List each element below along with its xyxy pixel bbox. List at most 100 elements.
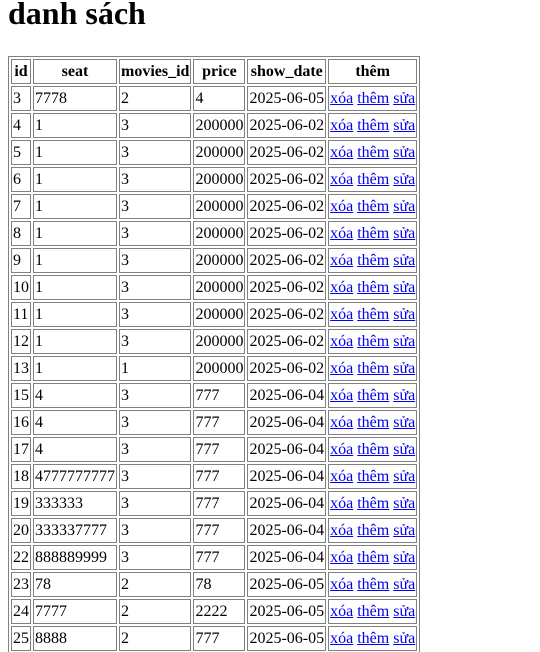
delete-link[interactable]: xóa <box>330 90 354 107</box>
table-row: 12 1 3 200000 2025-06-02 xóa thêm sửa <box>11 329 418 354</box>
add-link[interactable]: thêm <box>357 360 390 377</box>
cell-id: 7 <box>11 194 31 219</box>
add-link[interactable]: thêm <box>357 225 390 242</box>
edit-link[interactable]: sửa <box>393 603 416 620</box>
add-link[interactable]: thêm <box>357 414 390 431</box>
delete-link[interactable]: xóa <box>330 144 354 161</box>
edit-link[interactable]: sửa <box>393 441 416 458</box>
delete-link[interactable]: xóa <box>330 549 354 566</box>
edit-link[interactable]: sửa <box>393 576 416 593</box>
column-header-id: id <box>11 59 31 84</box>
edit-link[interactable]: sửa <box>393 252 416 269</box>
delete-link[interactable]: xóa <box>330 414 354 431</box>
edit-link[interactable]: sửa <box>393 360 416 377</box>
delete-link[interactable]: xóa <box>330 333 354 350</box>
cell-id: 9 <box>11 248 31 273</box>
edit-link[interactable]: sửa <box>393 171 416 188</box>
edit-link[interactable]: sửa <box>393 387 416 404</box>
delete-link[interactable]: xóa <box>330 198 354 215</box>
edit-link[interactable]: sửa <box>393 198 416 215</box>
edit-link[interactable]: sửa <box>393 306 416 323</box>
cell-price: 777 <box>193 626 246 651</box>
delete-link[interactable]: xóa <box>330 306 354 323</box>
delete-link[interactable]: xóa <box>330 468 354 485</box>
add-link[interactable]: thêm <box>357 603 390 620</box>
cell-price: 200000 <box>193 194 246 219</box>
edit-link[interactable]: sửa <box>393 630 416 647</box>
add-link[interactable]: thêm <box>357 468 390 485</box>
add-link[interactable]: thêm <box>357 144 390 161</box>
add-link[interactable]: thêm <box>357 171 390 188</box>
edit-link[interactable]: sửa <box>393 117 416 134</box>
cell-seat: 333337777 <box>33 518 117 543</box>
add-link[interactable]: thêm <box>357 333 390 350</box>
add-link[interactable]: thêm <box>357 252 390 269</box>
add-link[interactable]: thêm <box>357 441 390 458</box>
add-link[interactable]: thêm <box>357 576 390 593</box>
cell-price: 200000 <box>193 356 246 381</box>
cell-seat: 1 <box>33 248 117 273</box>
cell-movies-id: 3 <box>119 545 192 570</box>
edit-link[interactable]: sửa <box>393 333 416 350</box>
add-link[interactable]: thêm <box>357 117 390 134</box>
edit-link[interactable]: sửa <box>393 90 416 107</box>
cell-id: 6 <box>11 167 31 192</box>
delete-link[interactable]: xóa <box>330 495 354 512</box>
cell-show-date: 2025-06-04 <box>247 545 327 570</box>
cell-actions: xóa thêm sửa <box>328 626 418 651</box>
cell-id: 15 <box>11 383 31 408</box>
delete-link[interactable]: xóa <box>330 279 354 296</box>
delete-link[interactable]: xóa <box>330 603 354 620</box>
add-link[interactable]: thêm <box>357 306 390 323</box>
add-link[interactable]: thêm <box>357 495 390 512</box>
cell-id: 19 <box>11 491 31 516</box>
edit-link[interactable]: sửa <box>393 144 416 161</box>
add-link[interactable]: thêm <box>357 549 390 566</box>
delete-link[interactable]: xóa <box>330 252 354 269</box>
table-row: 24 7777 2 2222 2025-06-05 xóa thêm sửa <box>11 599 418 624</box>
cell-id: 13 <box>11 356 31 381</box>
cell-price: 200000 <box>193 221 246 246</box>
add-link[interactable]: thêm <box>357 522 390 539</box>
edit-link[interactable]: sửa <box>393 279 416 296</box>
page-title: danh sách <box>8 0 146 31</box>
delete-link[interactable]: xóa <box>330 576 354 593</box>
cell-price: 200000 <box>193 248 246 273</box>
table-row: 11 1 3 200000 2025-06-02 xóa thêm sửa <box>11 302 418 327</box>
cell-movies-id: 3 <box>119 140 192 165</box>
add-link[interactable]: thêm <box>357 387 390 404</box>
add-link[interactable]: thêm <box>357 630 390 647</box>
cell-seat: 8888 <box>33 626 117 651</box>
delete-link[interactable]: xóa <box>330 630 354 647</box>
add-link[interactable]: thêm <box>357 198 390 215</box>
cell-id: 24 <box>11 599 31 624</box>
delete-link[interactable]: xóa <box>330 171 354 188</box>
table-row: 6 1 3 200000 2025-06-02 xóa thêm sửa <box>11 167 418 192</box>
cell-movies-id: 3 <box>119 275 192 300</box>
delete-link[interactable]: xóa <box>330 360 354 377</box>
table-row: 19 333333 3 777 2025-06-04 xóa thêm sửa <box>11 491 418 516</box>
edit-link[interactable]: sửa <box>393 414 416 431</box>
edit-link[interactable]: sửa <box>393 549 416 566</box>
cell-movies-id: 3 <box>119 194 192 219</box>
cell-id: 3 <box>11 86 31 111</box>
edit-link[interactable]: sửa <box>393 495 416 512</box>
delete-link[interactable]: xóa <box>330 225 354 242</box>
cell-seat: 4 <box>33 383 117 408</box>
add-link[interactable]: thêm <box>357 279 390 296</box>
delete-link[interactable]: xóa <box>330 441 354 458</box>
table-row: 3 7778 2 4 2025-06-05 xóa thêm sửa <box>11 86 418 111</box>
cell-seat: 1 <box>33 302 117 327</box>
cell-show-date: 2025-06-02 <box>247 275 327 300</box>
cell-show-date: 2025-06-05 <box>247 626 327 651</box>
delete-link[interactable]: xóa <box>330 117 354 134</box>
edit-link[interactable]: sửa <box>393 522 416 539</box>
table-row: 10 1 3 200000 2025-06-02 xóa thêm sửa <box>11 275 418 300</box>
edit-link[interactable]: sửa <box>393 225 416 242</box>
edit-link[interactable]: sửa <box>393 468 416 485</box>
cell-id: 4 <box>11 113 31 138</box>
delete-link[interactable]: xóa <box>330 387 354 404</box>
delete-link[interactable]: xóa <box>330 522 354 539</box>
add-link[interactable]: thêm <box>357 90 390 107</box>
